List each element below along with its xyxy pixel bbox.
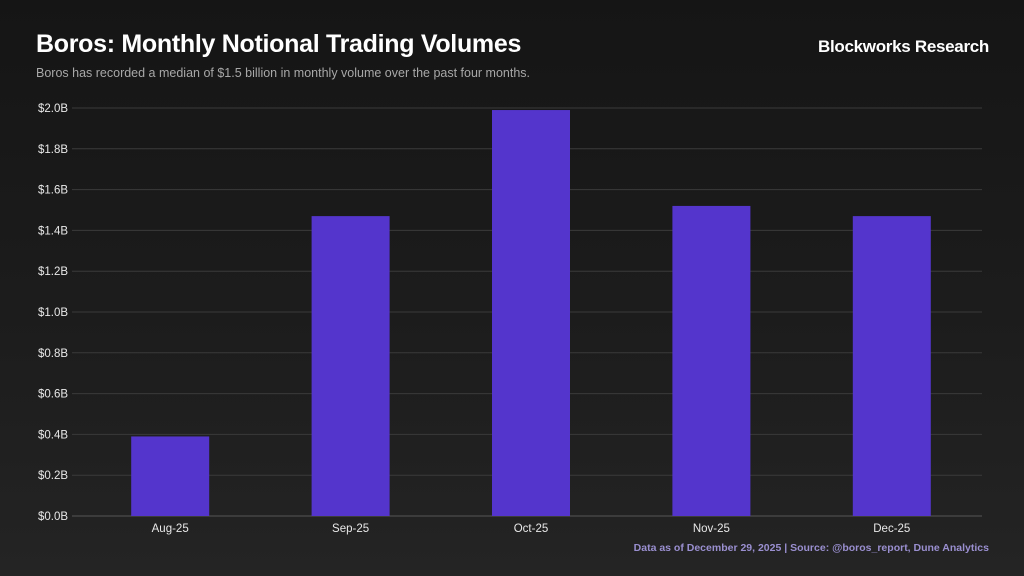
chart-subtitle: Boros has recorded a median of $1.5 bill… bbox=[36, 66, 531, 80]
bar-dec-25 bbox=[852, 216, 931, 516]
y-tick-label: $1.4B bbox=[38, 225, 68, 237]
bar-oct-25 bbox=[492, 110, 570, 516]
y-tick-label: $1.8B bbox=[38, 144, 68, 156]
y-tick-label: $1.0B bbox=[38, 307, 68, 319]
y-tick-label: $0.8B bbox=[38, 348, 68, 360]
y-tick-label: $1.2B bbox=[38, 266, 68, 278]
y-tick-label: $2.0B bbox=[38, 103, 68, 115]
x-tick-label: Dec-25 bbox=[873, 523, 910, 535]
y-tick-label: $0.2B bbox=[38, 470, 68, 482]
x-tick-label: Oct-25 bbox=[514, 523, 549, 535]
bar-nov-25 bbox=[672, 205, 751, 517]
y-tick-label: $0.0B bbox=[38, 511, 68, 523]
x-tick-label: Aug-25 bbox=[152, 523, 189, 535]
source-note: Data as of December 29, 2025 | Source: @… bbox=[633, 542, 989, 554]
bar-sep-25 bbox=[311, 216, 390, 516]
chart-title: Boros: Monthly Notional Trading Volumes bbox=[36, 30, 522, 58]
bar-aug-25 bbox=[131, 436, 210, 516]
y-tick-label: $0.6B bbox=[38, 389, 68, 401]
y-tick-label: $1.6B bbox=[38, 185, 68, 197]
x-tick-label: Sep-25 bbox=[332, 523, 369, 535]
brand-logo-text: Blockworks Research bbox=[818, 37, 989, 56]
x-tick-label: Nov-25 bbox=[693, 523, 730, 535]
y-tick-label: $0.4B bbox=[38, 429, 68, 441]
